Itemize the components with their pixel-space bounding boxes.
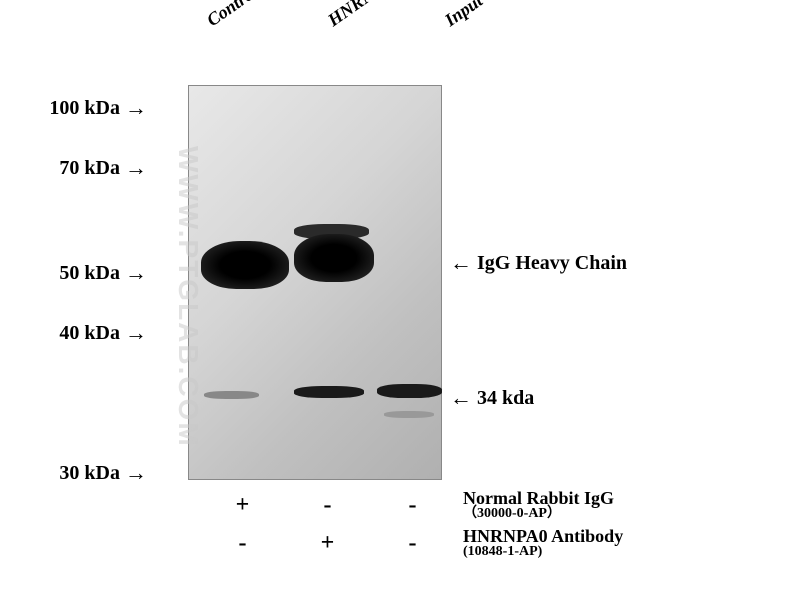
arrow-right-icon: →	[125, 460, 147, 486]
arrow-left-icon: ←	[450, 250, 472, 276]
band-igg-heavy-lane1	[201, 241, 289, 289]
arrow-right-icon: →	[125, 320, 147, 346]
band-igg-heavy-lane2	[294, 234, 374, 282]
row-label-stack: HNRNPA0 Antibody (10848-1-AP)	[455, 527, 623, 559]
treatment-cell: -	[285, 492, 370, 519]
mw-label: 50 kDa	[25, 262, 120, 285]
arrow-left-icon: ←	[450, 385, 472, 411]
table-row: - + - HNRNPA0 Antibody (10848-1-AP)	[200, 528, 623, 558]
annotation-label: IgG Heavy Chain	[477, 252, 627, 275]
band-34kda-lane3	[377, 384, 442, 398]
mw-marker-50: 50 kDa →	[25, 260, 147, 286]
mw-marker-40: 40 kDa →	[25, 320, 147, 346]
mw-label: 70 kDa	[25, 157, 120, 180]
mw-label: 100 kDa	[25, 97, 120, 120]
arrow-right-icon: →	[125, 95, 147, 121]
antibody-name: Normal Rabbit IgG	[463, 489, 614, 507]
treatment-cell: +	[285, 530, 370, 557]
treatment-cell: -	[200, 530, 285, 557]
arrow-right-icon: →	[125, 155, 147, 181]
treatment-cell: -	[370, 492, 455, 519]
lane-label-control: Control IgG	[203, 0, 289, 31]
blot-membrane: WWW.PTGLAB.COM	[188, 85, 442, 480]
antibody-name: HNRNPA0 Antibody	[463, 527, 623, 545]
band-34kda-lane2	[294, 386, 364, 398]
treatment-cell: -	[370, 530, 455, 557]
band-34kda-lane1	[204, 391, 259, 399]
mw-label: 30 kDa	[25, 462, 120, 485]
annotation-label: 34 kda	[477, 387, 534, 410]
annotation-34kda: ← 34 kda	[450, 385, 534, 411]
annotation-igg-heavy: ← IgG Heavy Chain	[450, 250, 627, 276]
band-faint-lane3	[384, 411, 434, 418]
mw-marker-100: 100 kDa →	[25, 95, 147, 121]
lane-label-target: HNRNPA0	[323, 0, 403, 31]
arrow-right-icon: →	[125, 260, 147, 286]
table-row: + - - Normal Rabbit IgG （30000-0-AP）	[200, 490, 623, 520]
catalog-number: （30000-0-AP）	[463, 507, 614, 521]
mw-label: 40 kDa	[25, 322, 120, 345]
mw-marker-30: 30 kDa →	[25, 460, 147, 486]
antibody-treatment-table: + - - Normal Rabbit IgG （30000-0-AP） - +…	[200, 490, 623, 558]
catalog-number: (10848-1-AP)	[463, 545, 623, 559]
lane-labels-row: Control IgG HNRNPA0 Input	[215, 10, 494, 31]
watermark-text: WWW.PTGLAB.COM	[172, 146, 204, 448]
row-label-stack: Normal Rabbit IgG （30000-0-AP）	[455, 489, 614, 521]
lane-label-input: Input	[441, 0, 487, 31]
western-blot-figure: Control IgG HNRNPA0 Input 100 kDa → 70 k…	[0, 0, 800, 600]
treatment-cell: +	[200, 492, 285, 519]
mw-marker-70: 70 kDa →	[25, 155, 147, 181]
